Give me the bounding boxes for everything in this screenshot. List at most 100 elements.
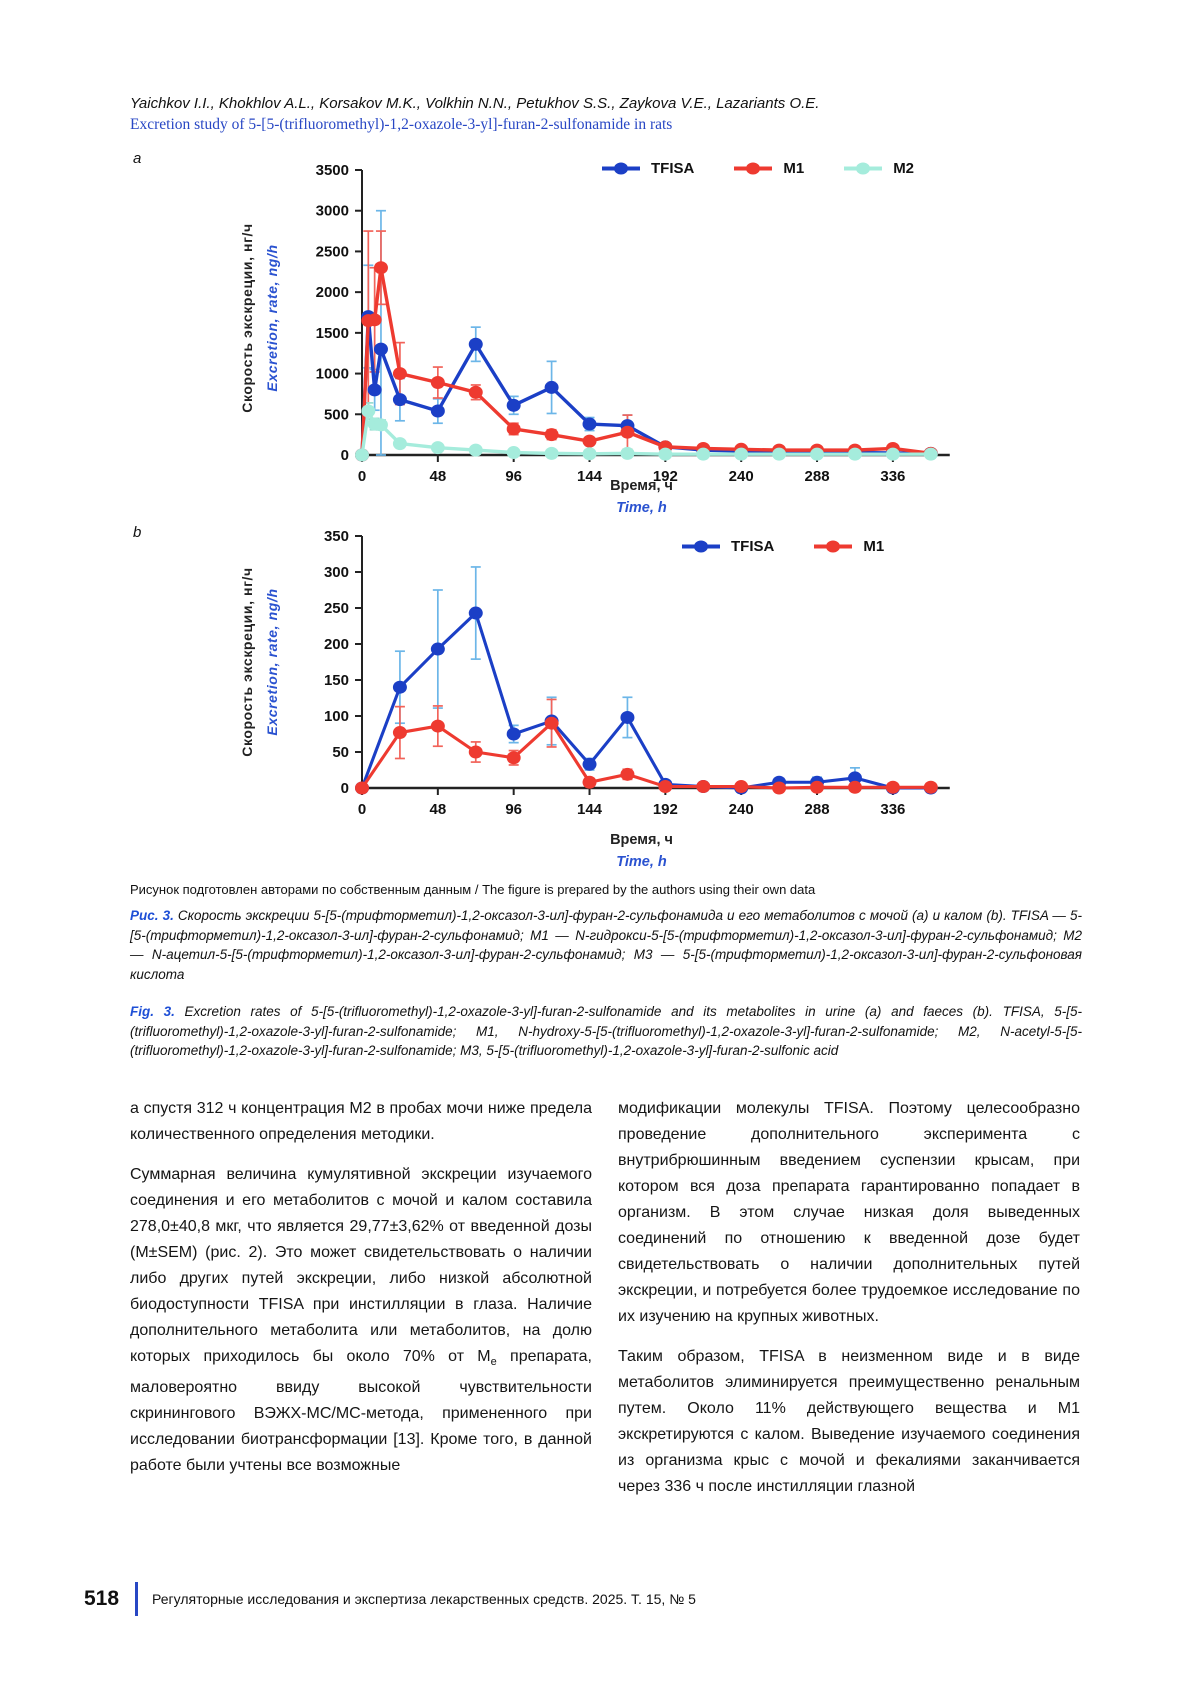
y-tick-label: 100 (324, 708, 349, 725)
data-point (923, 447, 938, 461)
panel-label-a: a (133, 150, 142, 167)
x-tick-label: 288 (805, 468, 830, 485)
data-point (885, 780, 900, 794)
x-tick-label: 0 (358, 801, 366, 818)
data-point (506, 422, 521, 436)
data-point (392, 680, 407, 694)
y-tick-label: 500 (324, 406, 349, 423)
data-point (506, 398, 521, 412)
subscript-e: е (490, 1356, 497, 1369)
legend-label: M1 (783, 160, 805, 177)
data-point (430, 404, 445, 418)
data-point (620, 446, 635, 460)
data-point (468, 745, 483, 759)
x-tick-label: 336 (880, 801, 905, 818)
chart-b-xlabel-ru: Время, ч (610, 832, 673, 848)
y-tick-label: 1500 (316, 325, 349, 342)
x-tick-label: 96 (505, 801, 522, 818)
data-point (696, 780, 711, 794)
legend-swatch-icon (814, 540, 853, 553)
legend-item-tfisa: TFISA (600, 160, 694, 177)
data-point (468, 385, 483, 399)
data-point (847, 780, 862, 794)
footer-divider (135, 1582, 139, 1616)
panel-label-b: b (133, 524, 142, 541)
data-point (734, 780, 749, 794)
data-point (658, 447, 673, 461)
legend-item-m1: M1 (732, 160, 804, 177)
data-point (582, 434, 597, 448)
x-tick-label: 192 (653, 801, 678, 818)
header-title: Excretion study of 5-[5-(trifluoromethyl… (130, 116, 673, 133)
legend-swatch-icon (682, 540, 720, 553)
x-tick-label: 240 (729, 801, 754, 818)
legend-swatch-icon (602, 162, 640, 175)
data-point (885, 447, 900, 461)
data-point (506, 751, 521, 765)
data-point (923, 780, 938, 794)
data-point (506, 727, 521, 741)
data-point (430, 719, 445, 733)
x-tick-label: 192 (653, 468, 678, 485)
x-tick-label: 0 (358, 468, 366, 485)
figure-caption-ru-label: Рис. 3. (130, 908, 174, 923)
legend-label: M1 (863, 538, 885, 555)
data-point (772, 781, 787, 795)
chart-b-xlabel-en: Time, h (616, 854, 667, 870)
data-point (430, 642, 445, 656)
data-point (430, 441, 445, 455)
legend-swatch-icon (734, 162, 773, 175)
y-tick-label: 200 (324, 636, 349, 653)
x-tick-label: 48 (429, 468, 446, 485)
chart-a-xlabel-ru: Время, ч (610, 478, 673, 494)
paragraph: Суммарная величина кумулятивной экскреци… (130, 1166, 592, 1475)
data-point (355, 781, 369, 795)
x-tick-label: 144 (577, 801, 603, 818)
data-point (620, 767, 635, 781)
paragraph: Таким образом, TFISA в неизменном виде и… (618, 1348, 1080, 1495)
figure-caption-en-label: Fig. 3. (130, 1004, 175, 1019)
data-point (392, 367, 407, 381)
data-point (392, 726, 407, 740)
data-point (392, 437, 407, 451)
chart-b-legend: TFISA M1 (680, 538, 884, 555)
data-point (772, 447, 787, 461)
y-tick-label: 2500 (316, 243, 349, 260)
figure-caption-en-text: Excretion rates of 5-[5-(trifluoromethyl… (130, 1004, 1082, 1058)
data-point (367, 383, 382, 397)
data-point (544, 716, 559, 730)
data-point (582, 417, 597, 431)
figure-source-note: Рисунок подготовлен авторами по собствен… (130, 882, 816, 897)
figure-caption-en: Fig. 3. Excretion rates of 5-[5-(trifluo… (130, 1002, 1082, 1061)
journal-title: Регуляторные исследования и экспертиза л… (152, 1591, 696, 1607)
data-point (468, 606, 483, 620)
data-point (582, 757, 597, 771)
legend-label: M2 (893, 160, 915, 177)
data-point (361, 404, 376, 418)
data-point (544, 428, 559, 442)
y-tick-label: 350 (324, 528, 349, 545)
y-tick-label: 2000 (316, 284, 349, 301)
data-point (468, 443, 483, 457)
y-tick-label: 250 (324, 600, 349, 617)
data-point (392, 393, 407, 407)
data-point (373, 418, 388, 432)
y-tick-label: 150 (324, 672, 349, 689)
body-column-left: а спустя 312 ч концентрация M2 в пробах … (130, 1096, 592, 1493)
figure-caption-ru-text: Скорость экскреции 5-[5-(трифторметил)-1… (130, 908, 1082, 982)
x-tick-label: 48 (429, 801, 446, 818)
chart-a-xlabel-en: Time, h (616, 500, 667, 516)
x-tick-label: 288 (805, 801, 830, 818)
data-point (373, 261, 388, 275)
data-point (430, 376, 445, 390)
data-point (544, 446, 559, 460)
body-column-right: модификации молекулы TFISA. Поэтому целе… (618, 1096, 1080, 1514)
data-point (734, 447, 749, 461)
y-tick-label: 0 (341, 780, 349, 797)
data-point (696, 447, 711, 461)
data-point (506, 446, 521, 460)
x-tick-label: 96 (505, 468, 522, 485)
legend-item-m2: M2 (842, 160, 914, 177)
y-tick-label: 3500 (316, 162, 349, 179)
